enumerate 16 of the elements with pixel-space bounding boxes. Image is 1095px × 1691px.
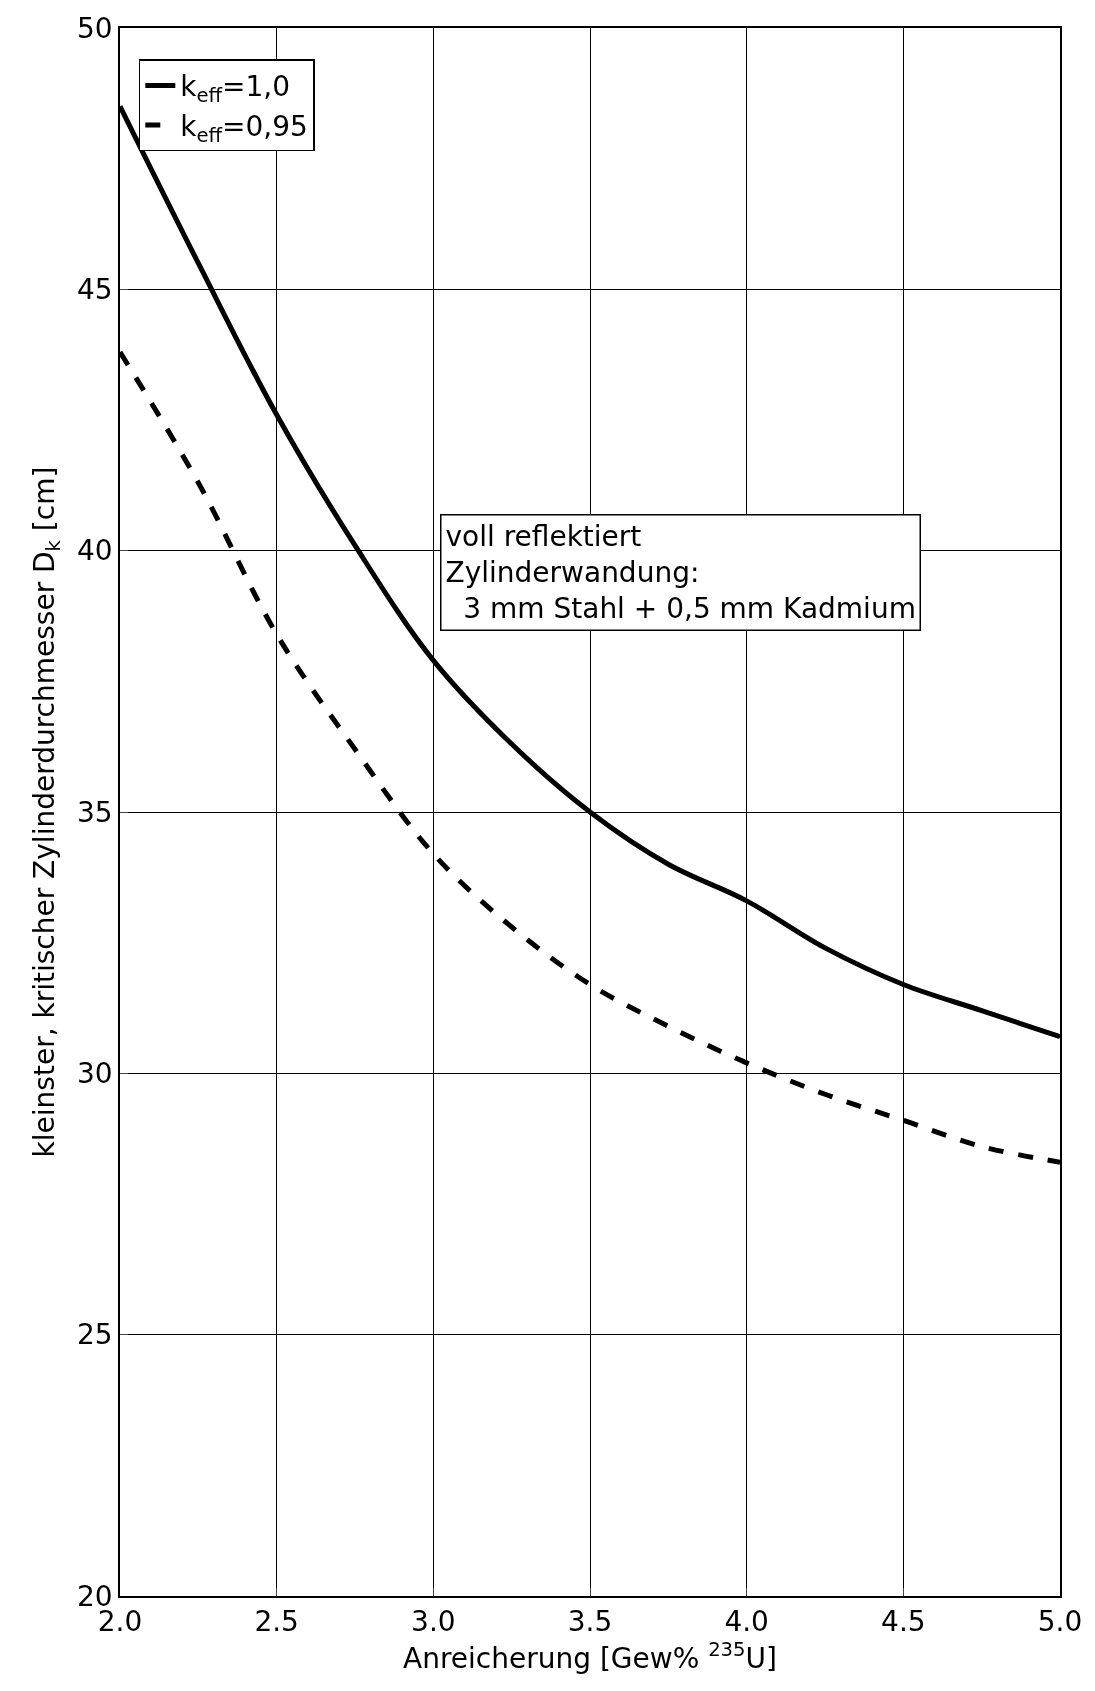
x-tick-label: 3.5 [567,1605,613,1639]
y-tick-label: 35 [77,795,113,829]
x-tick-label: 3.0 [411,1605,456,1639]
x-tick-label: 4.0 [724,1605,769,1639]
x-tick-label: 2.5 [254,1605,299,1639]
x-tick-label: 5.0 [1037,1605,1083,1639]
legend-label: k$_{eff}$=1,0 [180,70,291,108]
y-tick-label: 40 [77,534,113,568]
x-tick-label: 4.5 [881,1605,926,1639]
y-tick-label: 25 [77,1318,113,1352]
x-axis-title: Anreicherung [Gew% $^{235}$U] [403,1638,777,1676]
legend-label: k$_{eff}$=0,95 [180,109,308,147]
annotation: voll reflektiert Zylinderwandung: 3 mm Stahl + 0,5 mm Kadmium [445,519,916,626]
y-tick-label: 30 [77,1057,113,1091]
y-tick-label: 50 [77,11,113,45]
y-tick-label: 45 [77,273,113,307]
